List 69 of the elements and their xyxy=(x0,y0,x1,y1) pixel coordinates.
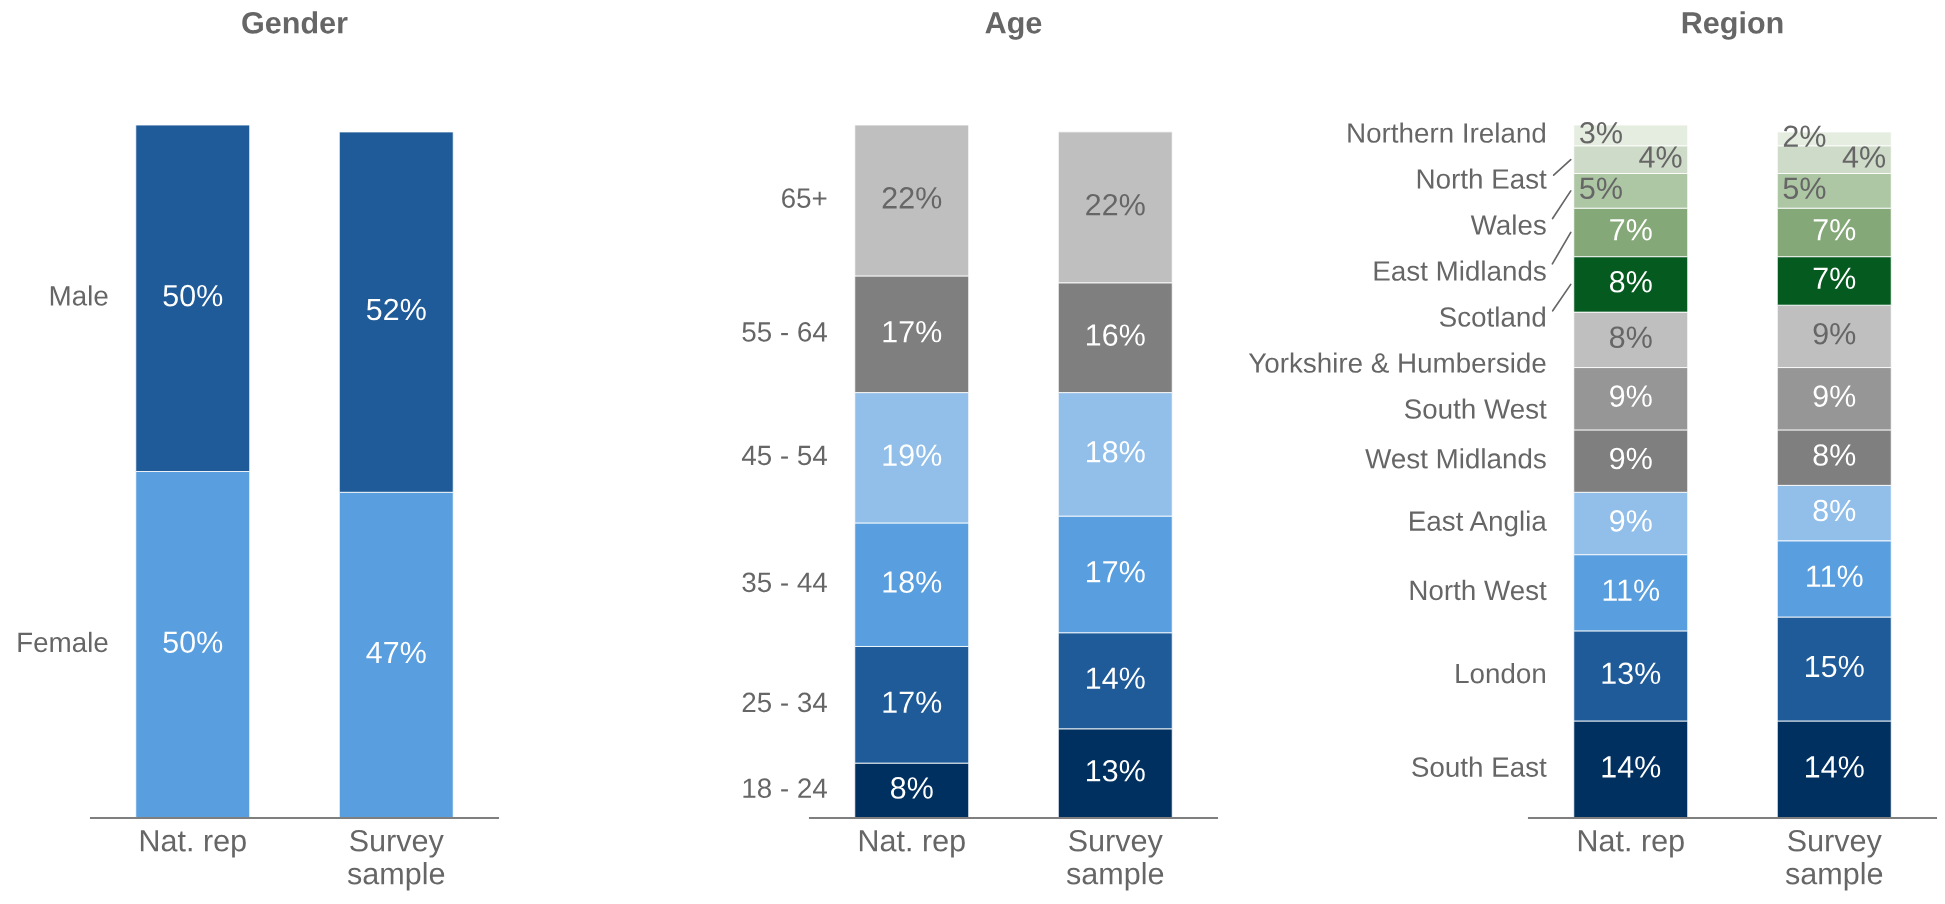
data-label: 17% xyxy=(1087,561,1145,583)
data-label: 11% xyxy=(1807,565,1863,587)
series-label: South West xyxy=(1404,398,1547,419)
data-label: 2% xyxy=(1783,125,1826,147)
series-label: London xyxy=(1456,662,1545,684)
series-label: Scotland xyxy=(1439,306,1545,327)
data-label: 14% xyxy=(1087,667,1145,689)
data-label: 13% xyxy=(1602,662,1661,685)
data-label: 16% xyxy=(1087,324,1145,346)
series-label: Male xyxy=(50,285,108,306)
data-label: 7% xyxy=(1610,219,1652,241)
x-tick-label: Nat. rep xyxy=(140,830,246,858)
data-label: 4% xyxy=(1842,146,1886,168)
series-label: North West xyxy=(1410,579,1547,601)
data-label: 52% xyxy=(366,298,426,321)
data-label: 9% xyxy=(1813,385,1856,407)
data-label: 17% xyxy=(883,691,942,713)
chart-title: Region xyxy=(1682,11,1783,40)
series-label: 18 - 24 xyxy=(743,778,827,799)
data-label: 4% xyxy=(1639,146,1682,168)
data-label: 47% xyxy=(366,641,426,664)
series-label: West Midlands xyxy=(1365,448,1546,469)
data-label: 50% xyxy=(163,284,223,307)
series-label: 25 - 34 xyxy=(742,692,827,713)
chart-title: Gender xyxy=(242,11,348,34)
series-label: Yorkshire & Humberside xyxy=(1248,352,1546,373)
series-label: 35 - 44 xyxy=(742,572,827,593)
data-label: 7% xyxy=(1813,219,1856,241)
data-label: 3% xyxy=(1580,121,1622,144)
data-label: 8% xyxy=(1813,444,1856,466)
data-label: 19% xyxy=(883,444,942,466)
series-label: 55 - 64 xyxy=(742,322,827,342)
data-label: 14% xyxy=(1602,756,1661,778)
data-label: 22% xyxy=(882,187,942,209)
data-label: 15% xyxy=(1806,655,1864,678)
x-tick-label: Survey sample xyxy=(1785,829,1883,891)
series-label: East Anglia xyxy=(1410,510,1547,537)
data-label: 50% xyxy=(163,631,223,653)
data-label: 5% xyxy=(1783,177,1826,200)
series-label: 45 - 54 xyxy=(741,445,827,466)
data-label: 5% xyxy=(1580,177,1622,200)
series-label: Wales xyxy=(1470,214,1546,235)
series-label: Northern Ireland xyxy=(1348,122,1545,143)
chart-title: Age xyxy=(985,12,1042,40)
data-label: 22% xyxy=(1086,193,1145,216)
data-label: 8% xyxy=(891,777,933,799)
data-label: 8% xyxy=(1610,270,1652,293)
data-label: 18% xyxy=(1087,440,1145,463)
data-label: 7% xyxy=(1813,267,1856,290)
data-label: 8% xyxy=(1610,326,1652,349)
data-label: 8% xyxy=(1813,499,1856,522)
series-label: 65+ xyxy=(782,188,827,208)
data-label: 14% xyxy=(1806,756,1864,778)
series-label: Female xyxy=(18,631,108,653)
series-label: North East xyxy=(1417,168,1547,189)
x-tick-label: Survey sample xyxy=(1066,829,1164,891)
x-tick-label: Nat. rep xyxy=(859,830,965,858)
data-label: 17% xyxy=(883,320,942,343)
data-label: 9% xyxy=(1610,510,1652,532)
x-tick-label: Survey sample xyxy=(347,829,445,891)
data-label: 9% xyxy=(1813,322,1856,345)
series-label: South East xyxy=(1412,756,1547,777)
series-label: East Midlands xyxy=(1374,260,1546,281)
x-tick-label: Nat. rep xyxy=(1578,830,1684,858)
data-label: 9% xyxy=(1610,447,1652,470)
data-label: 9% xyxy=(1610,385,1652,407)
data-label: 18% xyxy=(883,571,942,593)
data-label: 13% xyxy=(1087,759,1145,782)
data-label: 11% xyxy=(1603,579,1660,601)
